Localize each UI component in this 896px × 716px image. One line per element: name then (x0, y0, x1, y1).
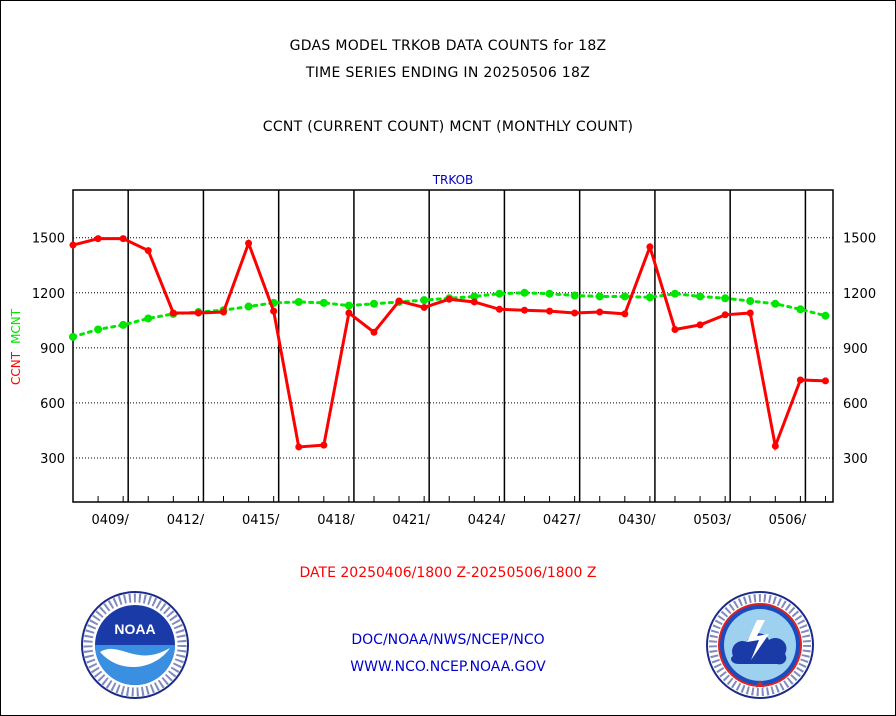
ccnt-point (119, 235, 127, 243)
x-tick-label: 0503/ (693, 513, 731, 528)
mcnt-point (821, 311, 830, 320)
ccnt-point (696, 321, 704, 329)
ccnt-point (320, 441, 328, 449)
ccnt-point (671, 325, 679, 333)
chart-title-line1: GDAS MODEL TRKOB DATA COUNTS for 18Z (289, 38, 607, 54)
ccnt-point (470, 298, 478, 306)
ccnt-point (646, 243, 654, 251)
ccnt-point (546, 307, 554, 315)
ccnt-point (245, 239, 253, 247)
mcnt-point (319, 298, 328, 307)
mcnt-point (645, 293, 654, 302)
noaa-logo: NOAA (81, 591, 189, 699)
y-axis-label-ccnt: CCNT (9, 351, 23, 385)
x-tick-label: 0506/ (769, 513, 807, 528)
mcnt-point (495, 289, 504, 298)
plot-frame (72, 189, 834, 503)
y-tick-label-right: 1500 (843, 232, 876, 247)
ccnt-point (721, 311, 729, 319)
ccnt-point (596, 308, 604, 316)
mcnt-point (470, 292, 479, 301)
chart-subtitle: CCNT (CURRENT COUNT) MCNT (MONTHLY COUNT… (262, 119, 634, 135)
x-tick-label: 0418/ (317, 513, 355, 528)
mcnt-point (570, 291, 579, 300)
ccnt-point (571, 309, 579, 317)
ccnt-point (194, 309, 202, 317)
mcnt-point (670, 289, 679, 298)
mcnt-point (420, 296, 429, 305)
mcnt-point (696, 292, 705, 301)
ccnt-point (169, 309, 177, 317)
x-tick-label: 0409/ (91, 513, 129, 528)
x-tick-label: 0427/ (543, 513, 581, 528)
mcnt-point (796, 305, 805, 314)
ccnt-point (621, 310, 629, 318)
ccnt-point (295, 443, 303, 451)
mcnt-point (545, 289, 554, 298)
ccnt-point (445, 295, 453, 303)
mcnt-point (119, 320, 128, 329)
noaa-logo-text: NOAA (114, 621, 155, 637)
mcnt-point (771, 299, 780, 308)
mcnt-point (746, 297, 755, 306)
ccnt-point (746, 309, 754, 317)
y-tick-label-left: 1200 (32, 287, 65, 302)
y-axis-label-mcnt: MCNT (9, 308, 23, 344)
mcnt-point (144, 314, 153, 323)
ccnt-point (370, 328, 378, 336)
y-tick-label-left: 1500 (32, 232, 65, 247)
mcnt-point (94, 325, 103, 334)
x-tick-label: 0421/ (392, 513, 430, 528)
ccnt-point (395, 297, 403, 305)
panel-title: TRKOB (432, 173, 474, 187)
y-tick-label-right: 300 (843, 452, 868, 467)
ccnt-point (796, 376, 804, 384)
x-tick-label: 0412/ (167, 513, 205, 528)
mcnt-point (620, 292, 629, 301)
mcnt-point (69, 332, 77, 341)
y-tick-label-left: 900 (40, 342, 65, 357)
ccnt-point (219, 308, 227, 316)
y-tick-label-right: 600 (843, 397, 868, 412)
x-tick-label: 0415/ (242, 513, 280, 528)
y-tick-label-right: 1200 (843, 287, 876, 302)
mcnt-point (369, 299, 378, 308)
x-tick-label: 0430/ (618, 513, 656, 528)
ccnt-point (345, 309, 353, 317)
ccnt-point (520, 306, 528, 314)
mcnt-point (595, 292, 604, 301)
ccnt-point (771, 442, 779, 450)
ccnt-point (420, 303, 428, 311)
mcnt-point (244, 302, 253, 311)
y-tick-label-left: 600 (40, 397, 65, 412)
chart-title-line2: TIME SERIES ENDING IN 20250506 18Z (305, 65, 591, 81)
y-tick-label-left: 300 (40, 452, 65, 467)
ccnt-point (94, 235, 102, 243)
ccnt-point (821, 377, 829, 385)
ccnt-series-line (72, 237, 826, 452)
date-range-label: DATE 20250406/1800 Z-20250506/1800 Z (299, 565, 597, 581)
y-tick-label-right: 900 (843, 342, 868, 357)
ccnt-point (144, 247, 152, 255)
org-label: DOC/NOAA/NWS/NCEP/NCO (351, 632, 545, 648)
mcnt-point (721, 294, 730, 303)
ccnt-point (270, 307, 278, 315)
nws-logo (706, 591, 814, 699)
ccnt-point (495, 305, 503, 313)
y-axis-label: CCNT MCNT (9, 308, 23, 385)
x-tick-label: 0424/ (468, 513, 506, 528)
ccnt-point (69, 241, 77, 249)
mcnt-point (520, 288, 529, 297)
mcnt-point (294, 297, 303, 306)
mcnt-point (344, 301, 353, 310)
url-link[interactable]: WWW.NCO.NCEP.NOAA.GOV (350, 659, 546, 675)
